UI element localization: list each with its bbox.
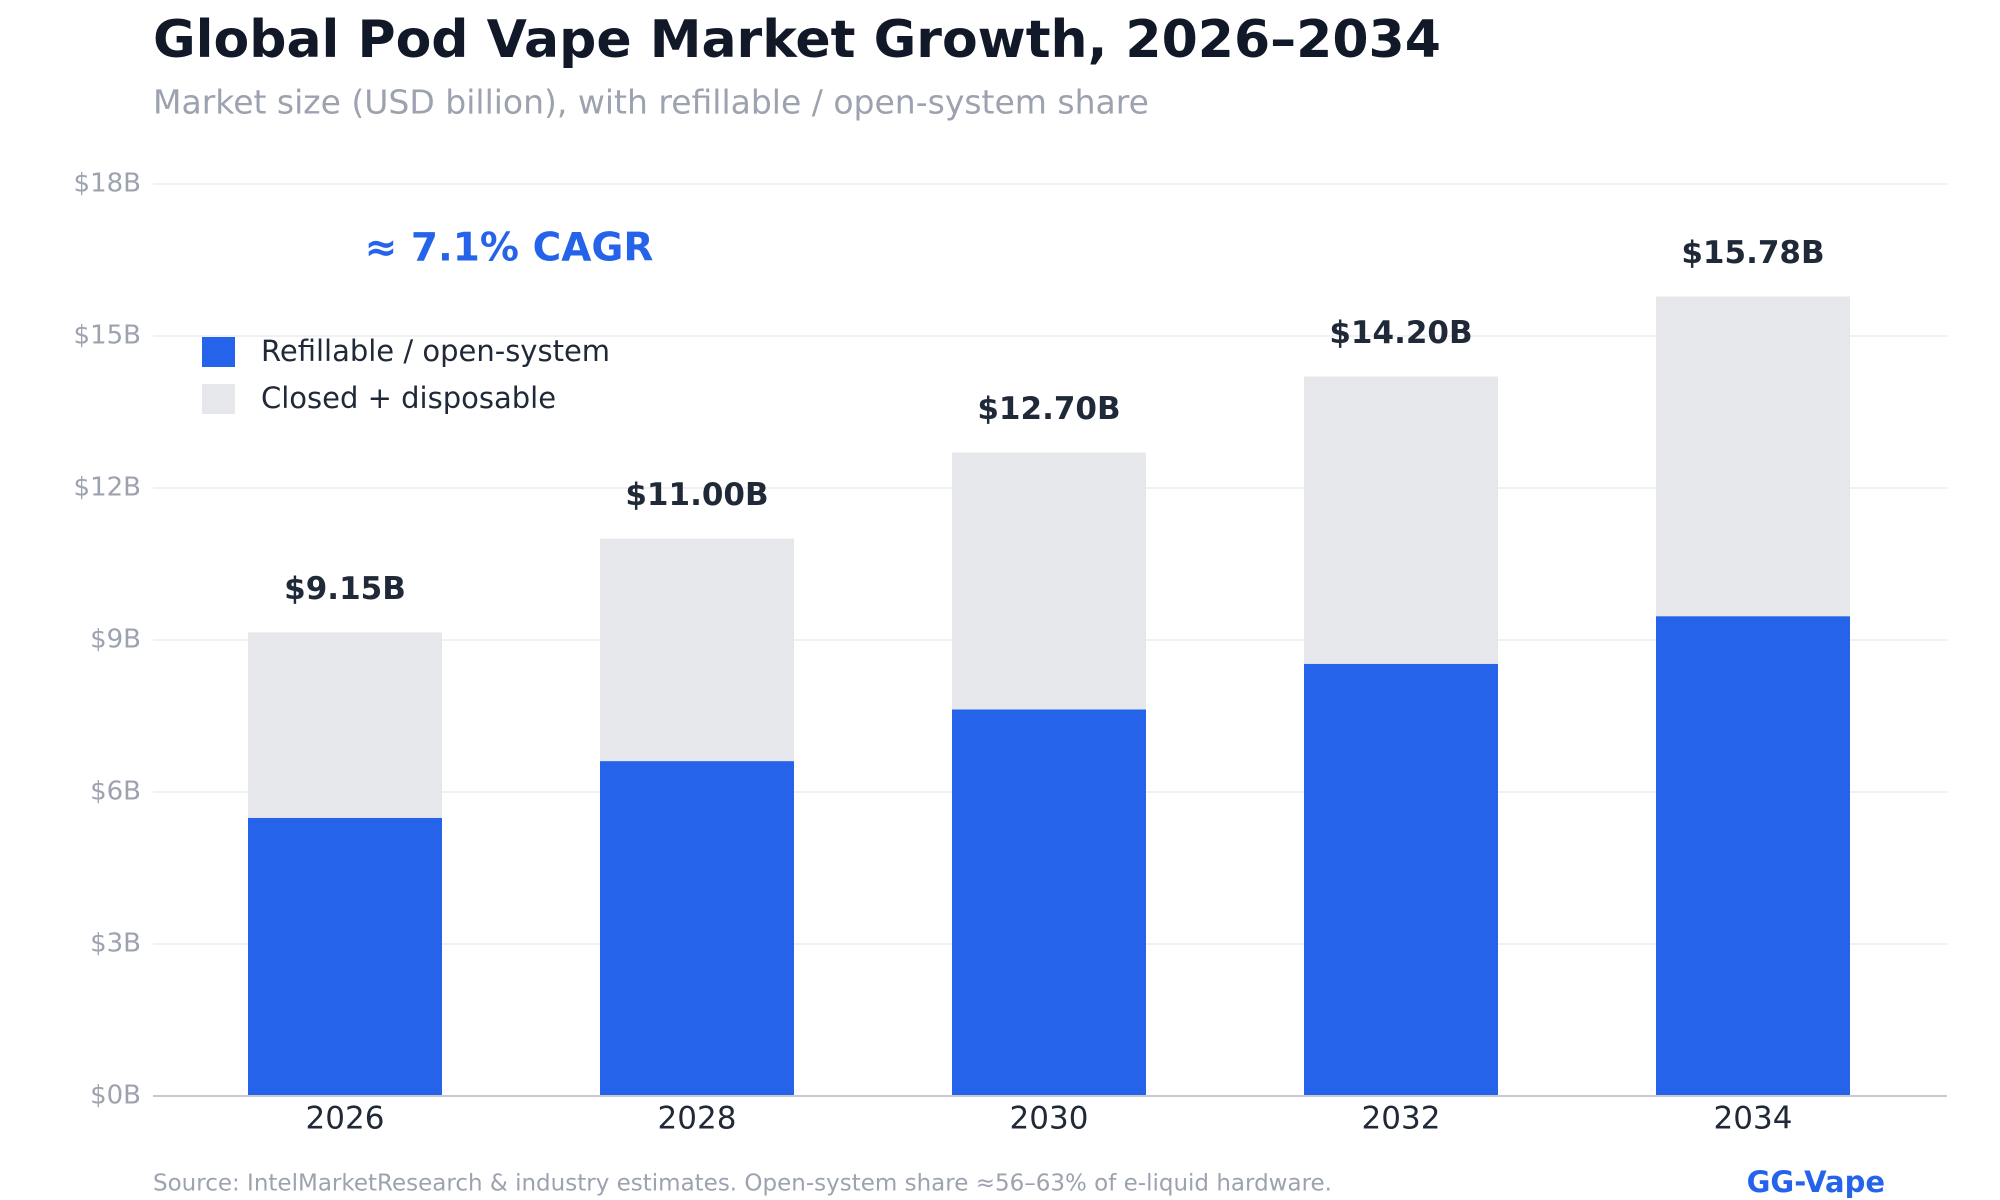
total-label: $15.78B [1681,235,1824,271]
chart-title: Global Pod Vape Market Growth, 2026–2034 [153,10,1441,70]
x-tick-label: 2026 [306,1101,385,1137]
y-tick-label: $15B [74,321,141,351]
bar-segment [1656,296,1850,617]
bar-segment [248,817,442,1096]
x-tick-label: 2030 [1010,1101,1089,1137]
y-tick-label: $6B [90,777,141,807]
bar-segment [952,452,1146,710]
bar-segment [600,538,794,762]
chart-subtitle: Market size (USD billion), with refillab… [153,83,1149,122]
bar-segment [600,761,794,1096]
y-tick-label: $12B [74,473,141,503]
legend-label: Closed + disposable [261,381,556,415]
y-tick-label: $0B [90,1081,141,1111]
bar-segment [1304,663,1498,1096]
bar-segment [1304,376,1498,664]
y-tick-label: $18B [74,169,141,199]
x-tick-label: 2034 [1714,1101,1793,1137]
source-note: Source: IntelMarketResearch & industry e… [153,1171,1332,1197]
x-tick-label: 2028 [658,1101,737,1137]
bar-segment [952,709,1146,1096]
legend-label: Refillable / open-system [261,334,610,368]
legend-swatch [202,337,235,367]
y-tick-label: $3B [90,929,141,959]
bar-segment [1656,616,1850,1096]
x-tick-label: 2032 [1362,1101,1441,1137]
cagr-annotation: ≈ 7.1% CAGR [365,226,654,271]
legend-swatch [202,384,235,414]
y-tick-label: $9B [90,625,141,655]
total-label: $12.70B [977,391,1120,427]
brand: GG-Vape [1747,1165,1885,1199]
total-label: $11.00B [625,477,768,513]
bar-segment [248,632,442,818]
total-label: $9.15B [284,571,406,607]
total-label: $14.20B [1329,315,1472,351]
